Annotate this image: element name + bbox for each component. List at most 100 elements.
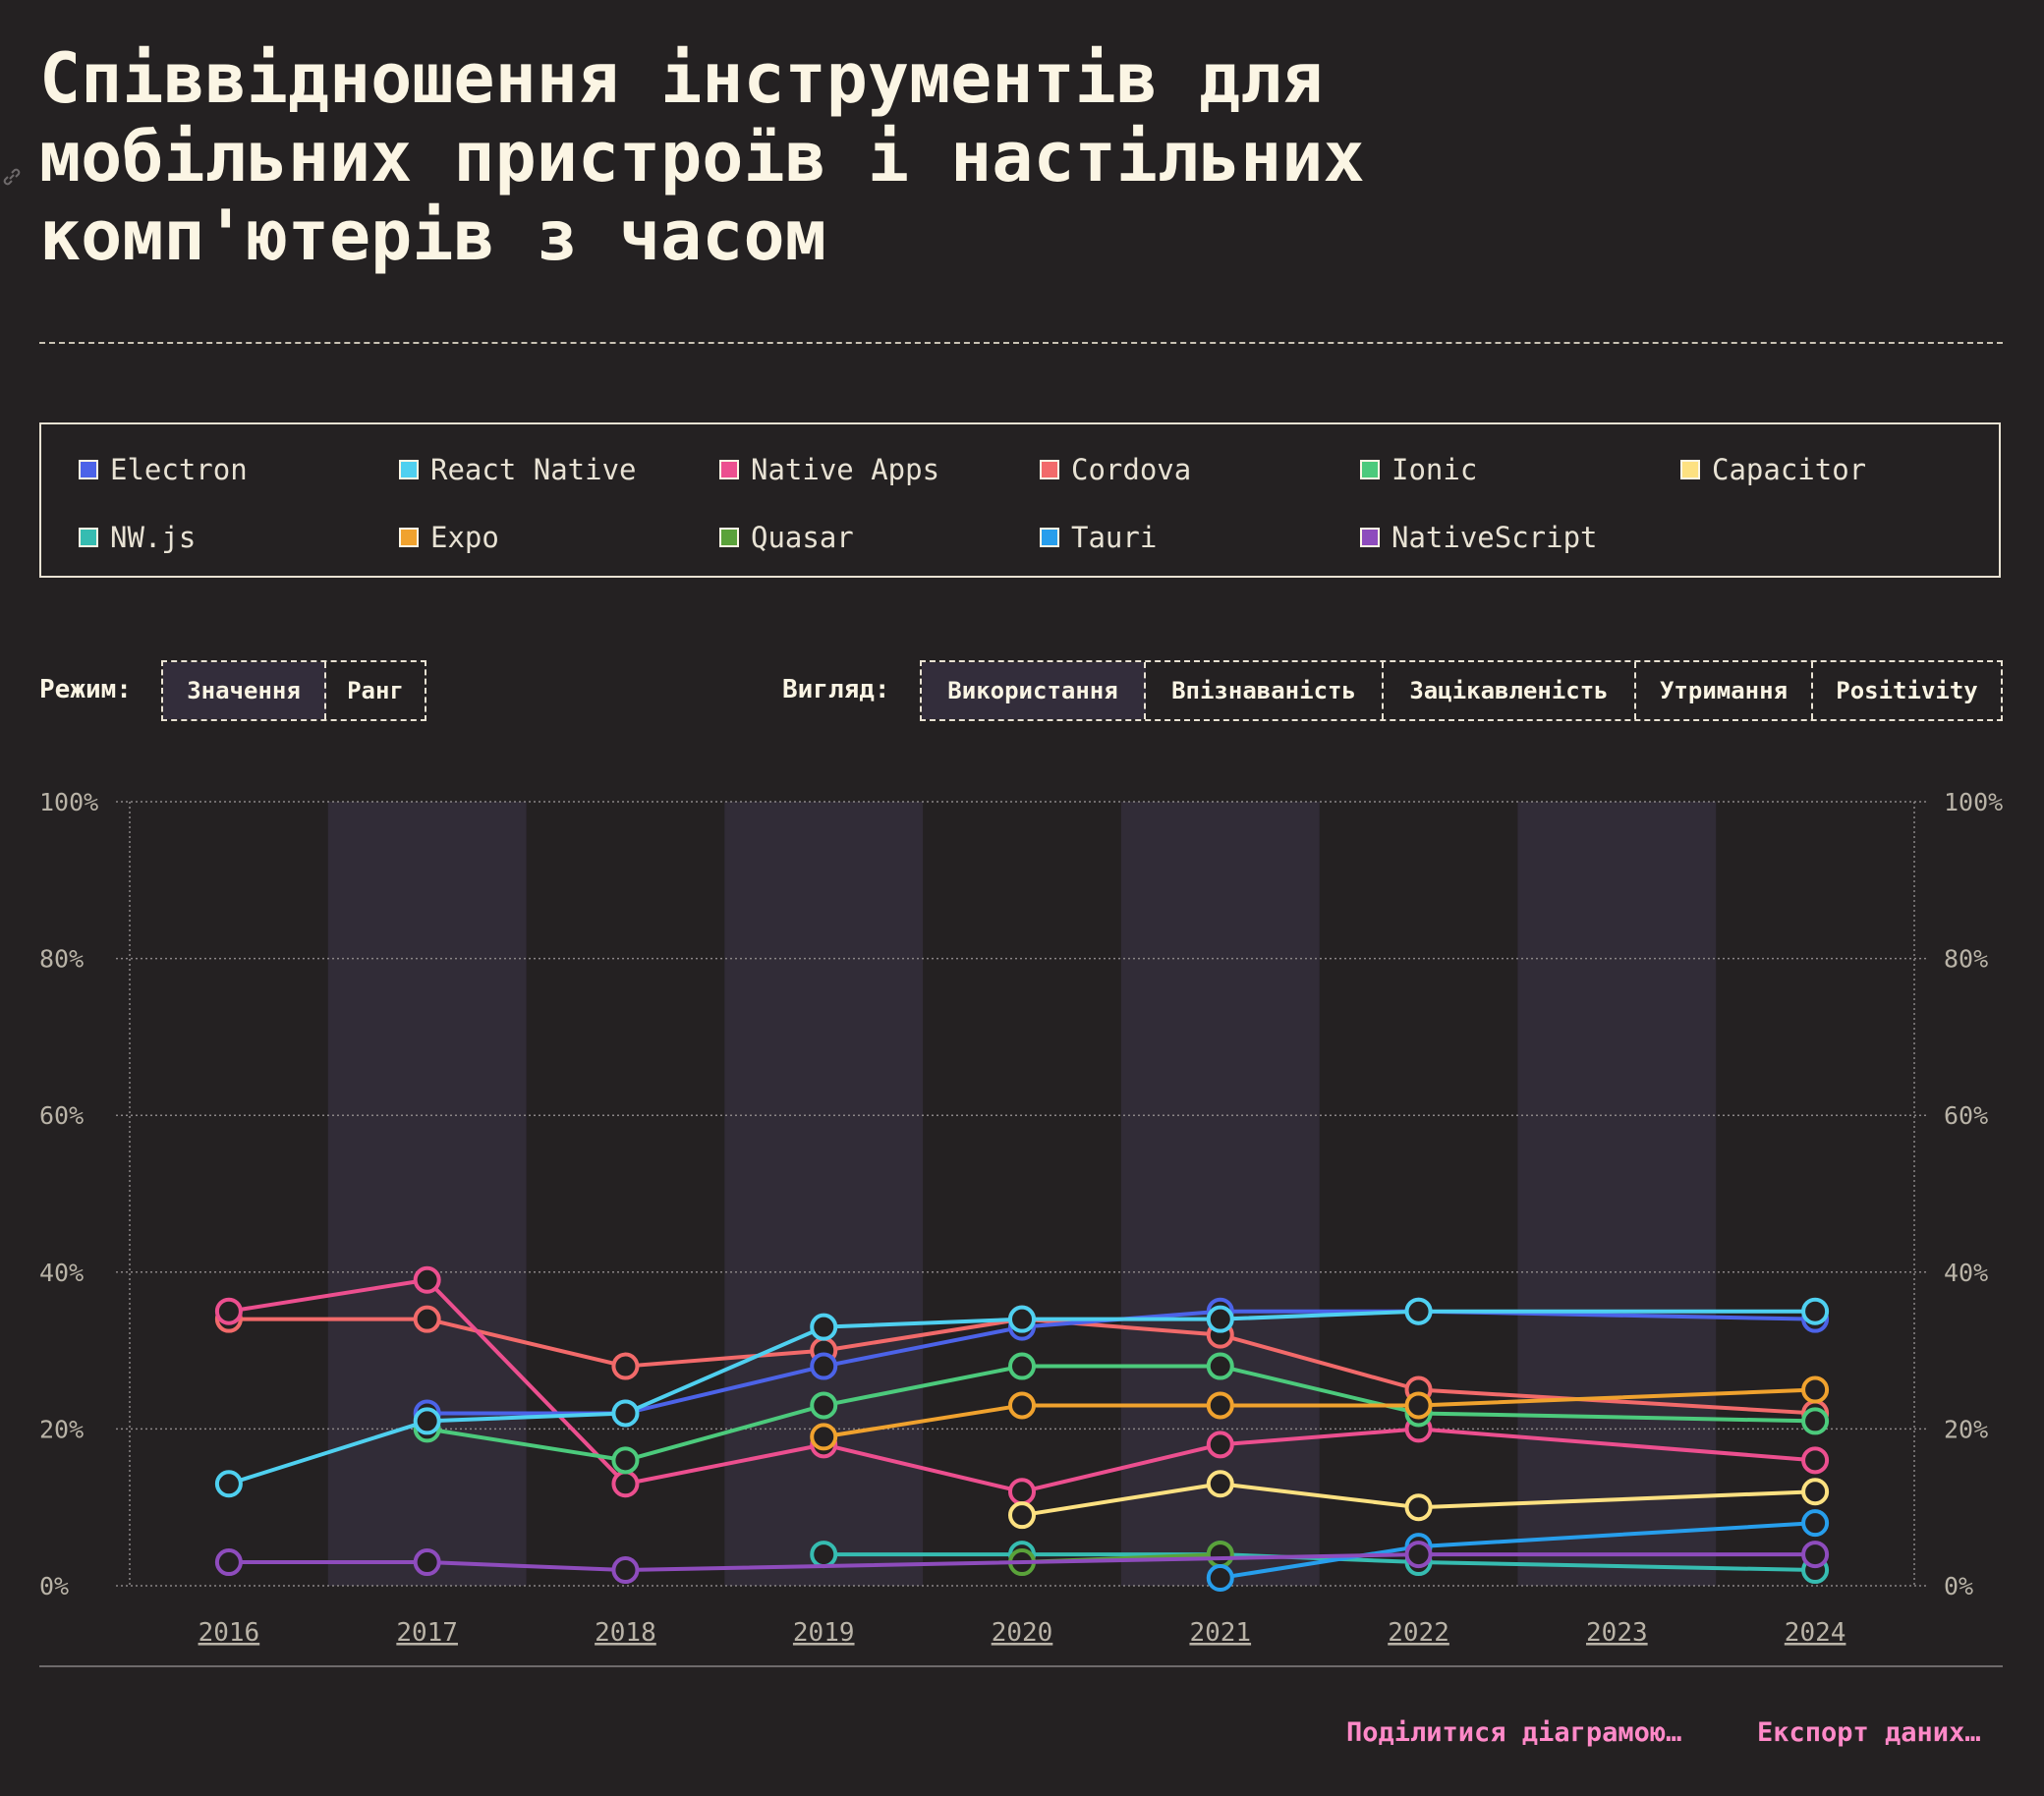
year-band bbox=[1517, 802, 1717, 1586]
data-point bbox=[611, 1470, 640, 1498]
data-point bbox=[214, 1297, 243, 1325]
legend-item[interactable]: Expo bbox=[399, 518, 499, 557]
data-point bbox=[1206, 1391, 1234, 1420]
legend-item[interactable]: Cordova bbox=[1040, 450, 1191, 489]
series-expo bbox=[810, 1375, 1830, 1451]
legend-label: Tauri bbox=[1071, 521, 1158, 554]
data-point bbox=[1206, 1352, 1234, 1380]
y-tick-label-right: 0% bbox=[1944, 1572, 1973, 1600]
data-point bbox=[214, 1470, 243, 1498]
legend: Electron React Native Native Apps Cordova Io… bbox=[39, 422, 2001, 578]
data-point bbox=[1008, 1305, 1036, 1333]
data-point bbox=[1008, 1501, 1036, 1530]
view-option-usage[interactable]: Використання bbox=[922, 662, 1146, 719]
legend-swatch bbox=[79, 528, 98, 547]
export-data-link[interactable]: Експорт даних… bbox=[1757, 1717, 1981, 1748]
data-point bbox=[1206, 1541, 1234, 1569]
y-tick-label-right: 40% bbox=[1944, 1259, 1988, 1287]
mode-option-value[interactable]: Значення bbox=[163, 662, 326, 719]
legend-swatch bbox=[1680, 460, 1700, 479]
data-point bbox=[1801, 1541, 1830, 1569]
legend-item[interactable]: NW.js bbox=[79, 518, 196, 557]
x-tick-label: 2018 bbox=[595, 1618, 656, 1648]
data-point bbox=[611, 1446, 640, 1475]
data-point bbox=[1206, 1564, 1234, 1593]
series-line bbox=[228, 1317, 1816, 1416]
y-tick-label-left: 20% bbox=[39, 1415, 84, 1443]
y-tick-label-left: 40% bbox=[39, 1259, 84, 1287]
view-switch: Використання Впізнаваність Зацікавленіст… bbox=[920, 660, 2003, 721]
view-option-retention[interactable]: Утримання bbox=[1636, 662, 1813, 719]
legend-item[interactable]: React Native bbox=[399, 450, 637, 489]
x-tick-label: 2017 bbox=[396, 1618, 458, 1648]
legend-label: Expo bbox=[430, 521, 499, 554]
data-point bbox=[1801, 1375, 1830, 1404]
y-tick-label-left: 0% bbox=[39, 1572, 69, 1600]
legend-item[interactable]: Native Apps bbox=[719, 450, 939, 489]
data-point bbox=[611, 1556, 640, 1585]
legend-item[interactable]: NativeScript bbox=[1360, 518, 1598, 557]
legend-item[interactable]: Tauri bbox=[1040, 518, 1157, 557]
data-point bbox=[611, 1399, 640, 1428]
series-line bbox=[228, 1309, 1816, 1487]
series-nativescript bbox=[214, 1541, 1830, 1585]
data-point bbox=[1008, 1478, 1036, 1506]
y-tick-label-left: 60% bbox=[39, 1101, 84, 1130]
y-tick-label-right: 80% bbox=[1944, 945, 1988, 974]
data-point bbox=[1801, 1297, 1830, 1325]
legend-item[interactable]: Quasar bbox=[719, 518, 854, 557]
y-tick-label-right: 100% bbox=[1944, 788, 2003, 816]
data-point bbox=[413, 1305, 441, 1333]
legend-swatch bbox=[1040, 528, 1059, 547]
x-tick-label: 2021 bbox=[1189, 1618, 1251, 1648]
legend-swatch bbox=[1360, 460, 1380, 479]
data-point bbox=[413, 1265, 441, 1294]
series-line bbox=[228, 1277, 1816, 1494]
legend-item[interactable]: Electron bbox=[79, 450, 248, 489]
data-point bbox=[810, 1541, 838, 1569]
legend-item[interactable]: Capacitor bbox=[1680, 450, 1866, 489]
x-tick-label: 2022 bbox=[1388, 1618, 1449, 1648]
legend-swatch bbox=[79, 460, 98, 479]
series-cordova bbox=[214, 1305, 1830, 1428]
series-capacitor bbox=[1008, 1470, 1830, 1530]
data-point bbox=[1404, 1391, 1433, 1420]
legend-label: Electron bbox=[110, 453, 248, 486]
data-point bbox=[611, 1352, 640, 1380]
series-react-native bbox=[214, 1297, 1830, 1498]
x-tick-label: 2024 bbox=[1785, 1618, 1846, 1648]
data-point bbox=[810, 1313, 838, 1341]
view-option-awareness[interactable]: Впізнаваність bbox=[1146, 662, 1384, 719]
year-band bbox=[724, 802, 924, 1586]
view-option-interest[interactable]: Зацікавленість bbox=[1384, 662, 1636, 719]
share-chart-link[interactable]: Поділитися діаграмою… bbox=[1346, 1717, 1682, 1748]
link-icon[interactable] bbox=[0, 165, 24, 189]
legend-label: NativeScript bbox=[1391, 521, 1598, 554]
legend-swatch bbox=[719, 460, 739, 479]
view-option-positivity[interactable]: Positivity bbox=[1836, 677, 1978, 704]
y-tick-label-left: 100% bbox=[39, 788, 98, 816]
mode-label: Режим: bbox=[39, 675, 132, 704]
series-line bbox=[1021, 1482, 1816, 1518]
data-point bbox=[810, 1391, 838, 1420]
legend-label: Ionic bbox=[1391, 453, 1478, 486]
x-tick-label: 2023 bbox=[1586, 1618, 1648, 1648]
title-divider bbox=[39, 342, 2003, 344]
data-point bbox=[1206, 1305, 1234, 1333]
legend-label: NW.js bbox=[110, 521, 197, 554]
x-tick-label: 2019 bbox=[793, 1618, 855, 1648]
legend-label: Native Apps bbox=[751, 453, 940, 486]
legend-swatch bbox=[399, 528, 419, 547]
legend-item[interactable]: Ionic bbox=[1360, 450, 1477, 489]
data-point bbox=[1404, 1297, 1433, 1325]
x-tick-label: 2016 bbox=[199, 1618, 260, 1648]
data-point bbox=[214, 1548, 243, 1577]
series-native-apps bbox=[214, 1265, 1830, 1506]
data-point bbox=[1206, 1470, 1234, 1498]
x-tick-label: 2020 bbox=[992, 1618, 1053, 1648]
year-band bbox=[1120, 802, 1320, 1586]
data-point bbox=[1801, 1407, 1830, 1435]
data-point bbox=[1801, 1478, 1830, 1506]
mode-option-rank[interactable]: Ранг bbox=[347, 677, 404, 704]
mode-switch: Значення Ранг bbox=[161, 660, 426, 721]
